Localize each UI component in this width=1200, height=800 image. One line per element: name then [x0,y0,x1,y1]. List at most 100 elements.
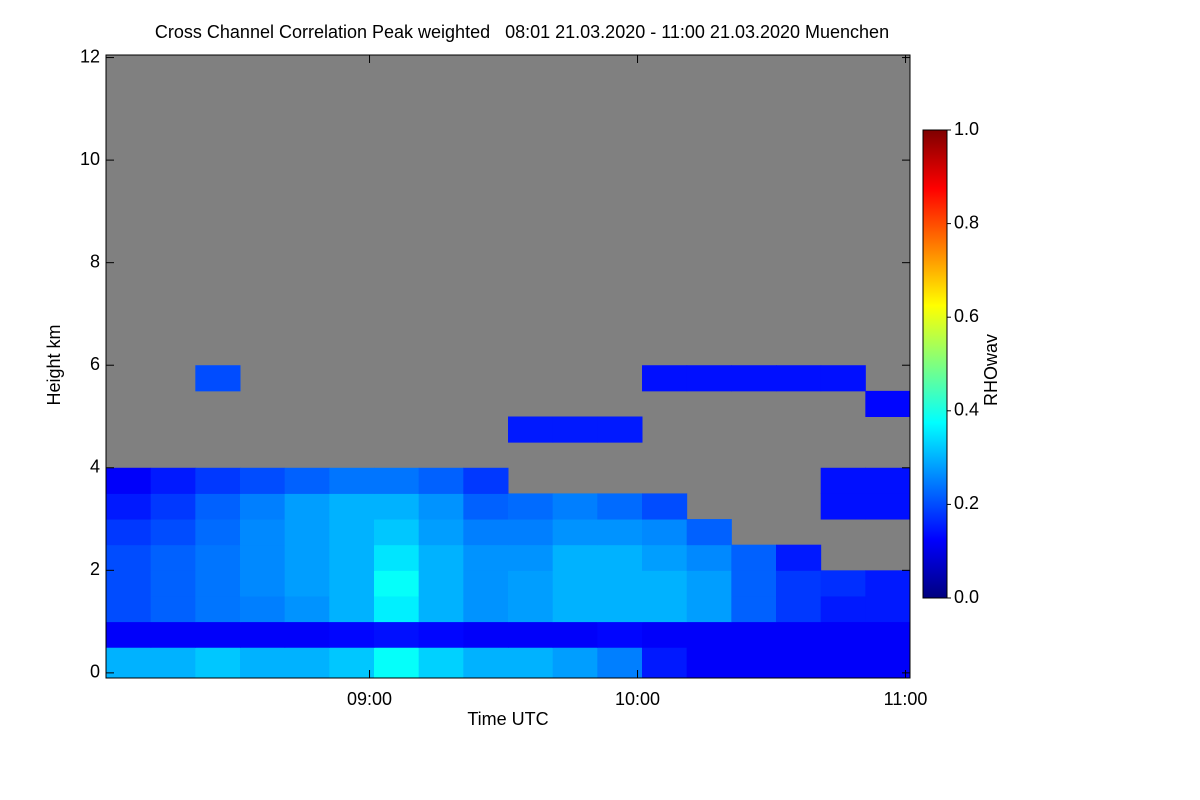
heatmap-cell [418,467,464,494]
heatmap-cell [418,570,464,597]
heatmap-cell [820,570,866,597]
heatmap-cell [597,570,643,597]
heatmap-cell [106,621,152,648]
colorbar-tick-label: 1.0 [954,119,979,139]
heatmap-cell [642,493,688,520]
heatmap-cell [329,647,375,679]
heatmap-cell [642,570,688,597]
heatmap-cell [418,519,464,546]
heatmap-cell [195,519,241,546]
heatmap-cell [731,621,777,648]
heatmap-cell [418,595,464,623]
heatmap-cell [508,544,554,571]
heatmap-cell [776,595,822,623]
heatmap-cell [463,544,509,571]
heatmap-cell [597,519,643,546]
heatmap-cell [240,467,286,494]
heatmap-cell [374,519,420,546]
heatmap-cell [106,544,152,571]
y-tick-label: 12 [80,46,100,66]
heatmap-cell [820,493,866,520]
colorbar [922,129,948,599]
y-tick-label: 0 [90,662,100,682]
heatmap-cell [463,595,509,623]
heatmap-cell [731,595,777,623]
x-axis-label: Time UTC [467,709,548,729]
heatmap-cell [686,621,732,648]
heatmap-cell [865,647,911,679]
y-tick-label: 2 [90,559,100,579]
heatmap-cell [240,621,286,648]
heatmap-cell [552,416,598,443]
x-tick-label: 10:00 [615,689,660,709]
heatmap-cell [374,493,420,520]
plot-frame [105,54,911,679]
heatmap-cell [284,647,330,679]
heatmap-cell [597,621,643,648]
heatmap-cell [642,519,688,546]
heatmap-cell [820,365,866,392]
heatmap-cell [865,595,911,623]
heatmap-cell [150,544,196,571]
x-tick-label: 09:00 [347,689,392,709]
heatmap-cell [195,544,241,571]
heatmap-cell [329,595,375,623]
heatmap-cell [776,570,822,597]
colorbar-tick-label: 0.4 [954,400,979,420]
heatmap-cell [686,570,732,597]
heatmap-cell [686,595,732,623]
heatmap-cell [329,493,375,520]
heatmap-cell [240,595,286,623]
heatmap-cell [642,544,688,571]
heatmap-cell [106,467,152,494]
heatmap-cell [418,544,464,571]
y-tick-label: 6 [90,354,100,374]
heatmap-cell [374,621,420,648]
heatmap-cell [552,493,598,520]
heatmap-cell [240,647,286,679]
heatmap-cell [195,365,241,392]
heatmap-cell [597,416,643,443]
y-tick-label: 4 [90,457,100,477]
heatmap-cell [686,365,732,392]
heatmap-cell [240,544,286,571]
heatmap-cell [642,621,688,648]
heatmap-cell [329,544,375,571]
heatmap-cell [508,570,554,597]
heatmap-cell [597,544,643,571]
heatmap-cell [552,519,598,546]
chart-title: Cross Channel Correlation Peak weighted … [155,22,889,42]
heatmap-cell [508,647,554,679]
heatmap-cell [195,467,241,494]
heatmap-cell [463,647,509,679]
heatmap-cell [865,493,911,520]
heatmap-cell [106,519,152,546]
heatmap-cell [329,467,375,494]
colorbar-tick-label: 0.2 [954,493,979,513]
colorbar-tick-label: 0.6 [954,306,979,326]
heatmap-cell [374,544,420,571]
colorbar-label: RHOwav [981,334,1001,406]
heatmap-cell [776,621,822,648]
colorbar-tick-label: 0.0 [954,587,979,607]
heatmap-cell [240,493,286,520]
heatmap-cell [284,493,330,520]
colorbar-tick-label: 0.8 [954,212,979,232]
heatmap-cell [463,621,509,648]
heatmap-cells [106,365,911,679]
heatmap-cell [552,544,598,571]
heatmap-cell [776,544,822,571]
heatmap-cell [552,647,598,679]
heatmap-cell [642,647,688,679]
heatmap-cell [731,647,777,679]
heatmap-cell [731,544,777,571]
heatmap-cell [284,519,330,546]
heatmap-cell [731,570,777,597]
heatmap-cell [865,621,911,648]
heatmap-cell [150,519,196,546]
heatmap-cell [150,493,196,520]
heatmap-cell [284,570,330,597]
heatmap-cell [240,570,286,597]
heatmap-cell [508,621,554,648]
